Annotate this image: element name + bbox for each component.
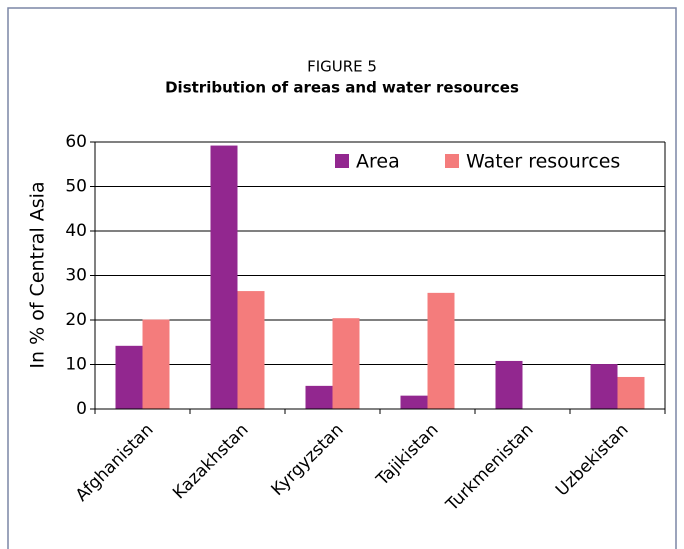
bar	[427, 292, 455, 409]
frame	[7, 7, 677, 549]
bar	[617, 376, 645, 409]
bar	[210, 145, 238, 409]
legend-swatch	[445, 154, 459, 168]
x-tick-label: Kyrgyzstan	[268, 420, 348, 500]
legend-swatch	[335, 154, 349, 168]
y-axis-label: In % of Central Asia	[27, 181, 49, 368]
bar	[142, 319, 170, 409]
y-tick-label: 20	[65, 310, 87, 330]
legend-label: Water resources	[466, 151, 620, 173]
bar	[332, 318, 360, 409]
x-tick-label: Tajikistan	[372, 420, 443, 491]
y-tick-label: 60	[65, 132, 87, 152]
bar	[495, 360, 523, 409]
bar	[400, 395, 428, 409]
legend-label: Area	[356, 151, 400, 173]
x-tick-label: Kazakhstan	[169, 420, 252, 503]
bar	[115, 345, 143, 409]
y-tick-label: 50	[65, 177, 87, 197]
y-tick-label: 40	[65, 221, 87, 241]
chart-title: FIGURE 5	[307, 58, 377, 76]
bar	[237, 291, 265, 409]
y-tick-label: 30	[65, 266, 87, 286]
x-tick-label: Afghanistan	[72, 420, 158, 506]
bar	[590, 364, 618, 409]
x-tick-label: Uzbekistan	[552, 420, 633, 501]
y-tick-label: 10	[65, 355, 87, 375]
bar	[305, 385, 333, 409]
chart-subtitle: Distribution of areas and water resource…	[165, 79, 519, 97]
x-tick-label: Turkmenistan	[442, 420, 538, 516]
y-tick-label: 0	[76, 399, 87, 419]
